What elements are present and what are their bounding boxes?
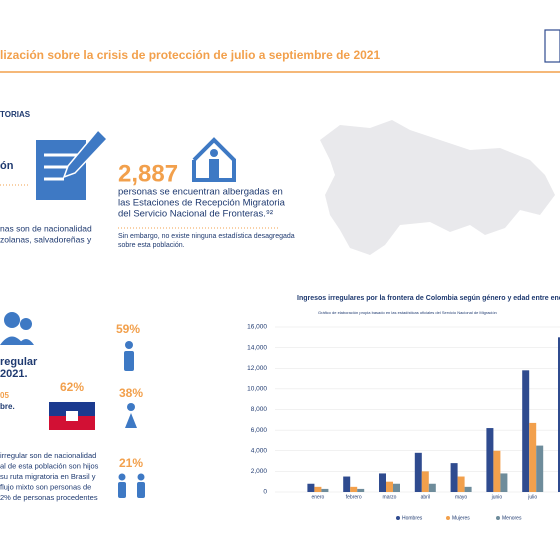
chart-subtitle: Gráfico de elaboración propia basado en … (318, 310, 497, 315)
person-icons (118, 341, 145, 498)
y-tick-label: 8,000 (251, 406, 268, 413)
bar (379, 473, 386, 492)
bar (450, 463, 458, 492)
header-title: lización sobre la crisis de protección d… (0, 48, 380, 62)
small-number: 05 (0, 391, 9, 400)
bar (357, 488, 365, 492)
bar (529, 422, 537, 492)
people-icon (0, 312, 34, 345)
x-tick-label: enero (312, 494, 325, 500)
body-text: al de esta población son hijos (0, 461, 99, 470)
x-tick-label: julio (527, 494, 537, 500)
y-tick-label: 12,000 (247, 365, 267, 372)
bar (464, 486, 472, 492)
x-tick-label: marzo (383, 494, 397, 500)
small-text: bre. (0, 402, 15, 411)
bar (486, 428, 494, 492)
bar (558, 337, 560, 492)
body-text: irregular son de nacionalidad (0, 451, 96, 460)
body-text: regular (0, 356, 38, 368)
body-text: flujo mixto son personas de (0, 482, 91, 491)
bar (393, 483, 400, 492)
pct: 59% (116, 322, 140, 336)
body-text: del Servicio Nacional de Fronteras.⁹² (118, 209, 273, 220)
y-tick-label: 2,000 (251, 468, 268, 475)
x-tick-label: abril (421, 494, 430, 500)
body-text: las Estaciones de Recepción Migratoria (118, 198, 286, 209)
y-tick-label: 6,000 (251, 427, 268, 434)
legend-label: Menores (502, 515, 522, 521)
body-text: zolanas, salvadoreñas y (0, 234, 92, 244)
bar (500, 473, 508, 492)
legend-swatch (396, 516, 400, 520)
y-tick-label: 4,000 (251, 447, 268, 454)
chart-title: Ingresos irregulares por la frontera de … (297, 295, 560, 302)
legend-swatch (446, 516, 450, 520)
bar (414, 452, 422, 492)
shelter-icon (192, 137, 236, 182)
pct: 62% (60, 380, 84, 394)
body-text: 2% de personas procedentes (0, 493, 98, 502)
bar (307, 483, 315, 492)
body-text: nas son de nacionalidad (0, 223, 92, 233)
big-number: 2,887 (118, 160, 178, 187)
body-text: 2021. (0, 368, 28, 380)
pct: 38% (119, 386, 143, 400)
bar (321, 488, 329, 492)
body-text: su ruta migratoria en Brasil y (0, 472, 96, 481)
pct: 21% (119, 456, 143, 470)
logo (544, 29, 560, 63)
note-text: sobre esta población. (118, 242, 185, 249)
body-text: personas se encuentran albergadas en (118, 187, 283, 198)
haiti-flag (49, 402, 95, 430)
x-tick-label: febrero (346, 494, 362, 500)
y-tick-label: 16,000 (247, 324, 267, 331)
bar (421, 471, 429, 492)
note-text: Sin embargo, no existe ninguna estadísti… (118, 233, 295, 240)
y-tick-label: 0 (263, 489, 267, 496)
bar (350, 486, 358, 492)
y-tick-label: 14,000 (247, 344, 267, 351)
x-tick-label: mayo (455, 494, 467, 500)
bar (536, 445, 544, 492)
section-heading: TORIAS (0, 110, 31, 119)
legend-label: Mujeres (452, 515, 470, 521)
bar (522, 370, 530, 492)
bar (314, 486, 322, 492)
doc-icon (36, 128, 109, 200)
bar (386, 481, 393, 492)
legend-label: Hombres (402, 515, 423, 521)
bar (343, 476, 351, 492)
bar (428, 483, 436, 492)
y-tick-label: 10,000 (247, 386, 267, 393)
legend-swatch (496, 516, 500, 520)
bar (457, 476, 465, 492)
fragment: ón (0, 160, 14, 172)
x-tick-label: junio (491, 494, 503, 500)
bar (493, 450, 501, 492)
map (320, 120, 555, 255)
